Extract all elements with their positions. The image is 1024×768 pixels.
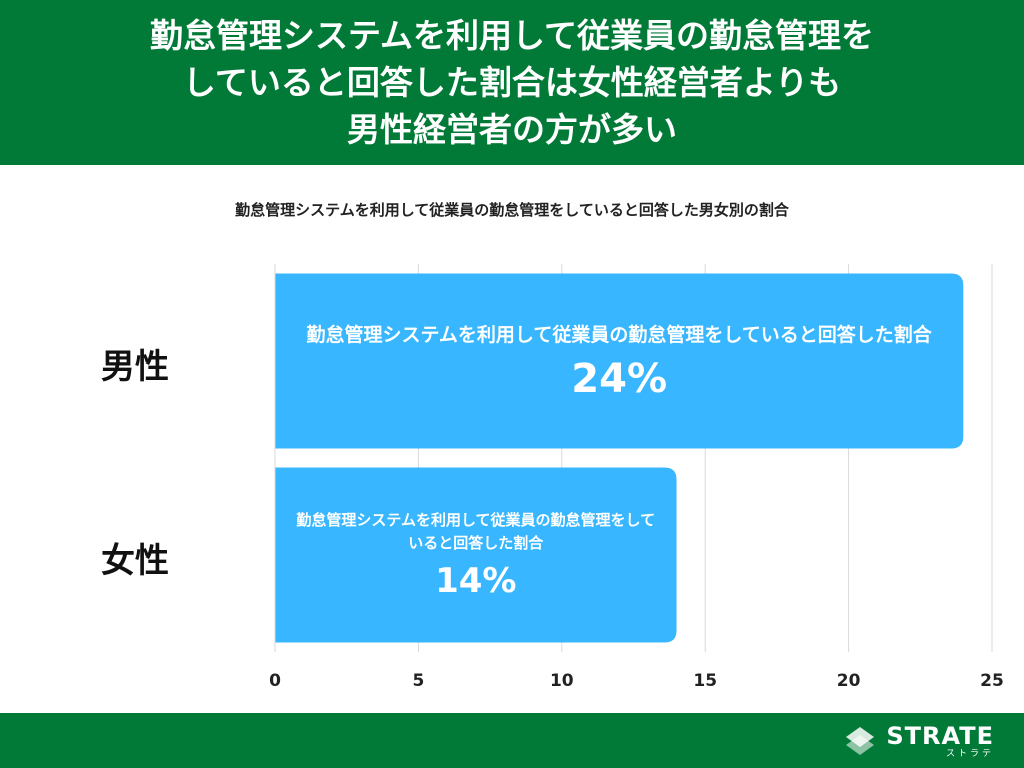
category-label-female: 女性 [101, 541, 169, 581]
header-banner: 勤怠管理システムを利用して従業員の勤怠管理を していると回答した割合は女性経営者… [0, 0, 1024, 165]
bar-label-female-desc: 勤怠管理システムを利用して従業員の勤怠管理をしていると回答した割合 [296, 511, 656, 552]
bar-label-female-value: 14% [435, 561, 517, 601]
x-tick-label-20: 20 [837, 671, 861, 691]
bar-label-male-desc: 勤怠管理システムを利用して従業員の勤怠管理をしていると回答した割合 [306, 323, 932, 346]
strate-logo-icon [846, 727, 875, 755]
x-tick-label-25: 25 [980, 671, 1004, 691]
headline-line-1: 勤怠管理システムを利用して従業員の勤怠管理を [149, 16, 875, 55]
bar-label-female: 勤怠管理システムを利用して従業員の勤怠管理をしていると回答した割合 14% [293, 468, 659, 643]
chart-title: 勤怠管理システムを利用して従業員の勤怠管理をしていると回答した男女別の割合 [235, 201, 789, 219]
bar-label-male-value: 24% [571, 355, 668, 402]
x-tick-label-10: 10 [550, 671, 574, 691]
strate-logo: STRATE ストラテ [842, 719, 994, 763]
headline-line-3: 男性経営者の方が多い [347, 110, 677, 149]
footer-bar: STRATE ストラテ [0, 713, 1024, 768]
x-tick-label-0: 0 [269, 671, 281, 691]
bar-label-male: 勤怠管理システムを利用して従業員の勤怠管理をしていると回答した割合 24% [293, 274, 945, 449]
x-tick-label-15: 15 [693, 671, 717, 691]
logo-text: STRATE [886, 721, 994, 750]
category-label-male: 男性 [101, 347, 169, 387]
logo-subtext: ストラテ [945, 748, 994, 759]
x-tick-label-5: 5 [412, 671, 424, 691]
headline-line-2: していると回答した割合は女性経営者よりも [182, 63, 842, 102]
bar-female [275, 467, 677, 643]
bar-male [275, 273, 964, 449]
